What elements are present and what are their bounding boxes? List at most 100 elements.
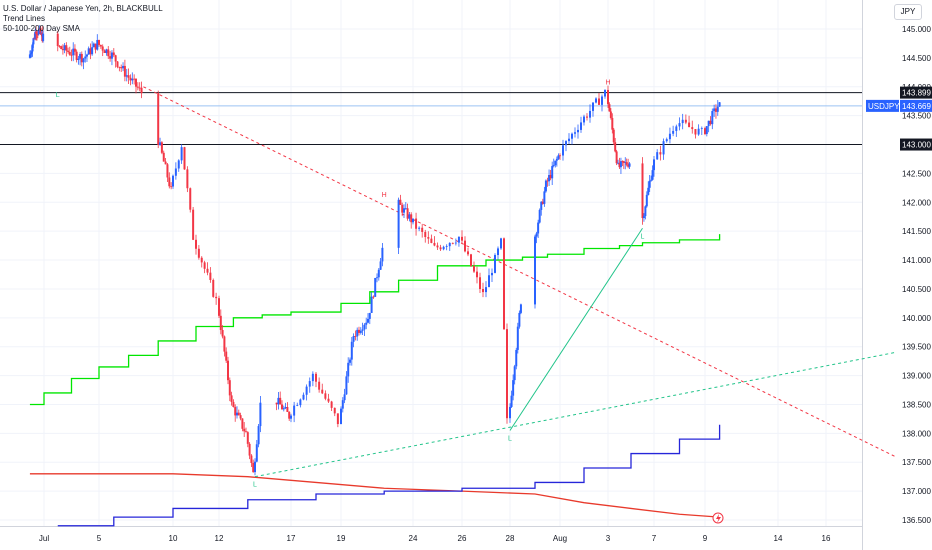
candle-body: [464, 240, 466, 252]
y-tick-label: 140.000: [902, 314, 931, 323]
candle-body: [308, 381, 311, 387]
candle-body: [281, 404, 283, 410]
candle-body: [114, 55, 117, 62]
x-tick-label: 19: [337, 534, 346, 543]
candle-body: [79, 53, 82, 59]
candle-body: [129, 77, 132, 81]
candle-body: [713, 108, 716, 112]
candle-body: [219, 315, 222, 331]
candle-body: [110, 52, 113, 59]
candle-body: [681, 119, 684, 124]
candle-body: [544, 180, 547, 192]
candle-body: [361, 329, 364, 331]
candle-body: [164, 161, 167, 165]
trendline-green[interactable]: [254, 351, 896, 478]
trendline-red[interactable]: [143, 86, 896, 457]
candle-body: [241, 418, 244, 429]
y-tick-label: 142.500: [902, 169, 931, 178]
pivot-label: L: [253, 482, 257, 489]
candle-body: [65, 45, 68, 51]
candle-body: [549, 175, 552, 179]
candle-body: [707, 120, 710, 127]
candle-body: [552, 165, 555, 167]
candle-body: [451, 242, 454, 244]
candle-body: [625, 162, 628, 165]
candle-body: [379, 261, 382, 270]
candle-body: [555, 158, 558, 161]
candle-body: [461, 236, 463, 241]
candle-body: [421, 227, 424, 232]
candle-body: [31, 44, 34, 52]
y-tick-label: 137.500: [902, 458, 931, 467]
y-tick-label: 144.500: [902, 54, 931, 63]
candle-body: [330, 401, 333, 408]
candle-body: [32, 38, 35, 45]
candle-body: [321, 389, 324, 394]
candle-body: [160, 142, 163, 153]
candle-body: [598, 98, 600, 105]
candle-body: [562, 145, 564, 156]
candle-body: [35, 31, 38, 34]
pivot-label: H: [605, 80, 610, 87]
candle-body: [101, 46, 104, 51]
candle-body: [454, 242, 457, 244]
trendline-green[interactable]: [509, 228, 643, 431]
candle-body: [554, 160, 557, 166]
candle-body: [89, 48, 92, 55]
candle-body: [166, 164, 169, 178]
x-tick-label: 12: [215, 534, 224, 543]
candle-body: [82, 58, 85, 63]
y-tick-label: 140.500: [902, 285, 931, 294]
candle-body: [618, 162, 621, 168]
candle-body: [157, 93, 160, 145]
candle-body: [571, 133, 573, 139]
candle-body: [324, 393, 327, 399]
candle-body: [557, 155, 560, 159]
candle-body: [67, 50, 70, 52]
candle-body: [540, 201, 543, 210]
candle-body: [473, 266, 475, 272]
candle-body: [236, 412, 238, 416]
candle-body: [127, 75, 130, 78]
candle-body: [234, 406, 237, 416]
candle-body: [296, 405, 299, 406]
candle-body: [619, 161, 622, 168]
indicator-trend-lines[interactable]: Trend Lines: [3, 14, 45, 23]
candle-body: [293, 405, 296, 416]
candle-body: [684, 119, 687, 123]
y-tick-label: 137.000: [902, 487, 931, 496]
candle-body: [376, 277, 378, 279]
symbol-tag: USDJPY: [868, 102, 900, 111]
indicator-sma[interactable]: 50-100-200 Day SMA: [3, 24, 80, 33]
candle-body: [209, 272, 212, 280]
candle-body: [77, 58, 80, 60]
candle-body: [577, 129, 579, 133]
candle-body: [28, 54, 31, 58]
candle-body: [399, 199, 402, 205]
candle-body: [641, 163, 644, 219]
candle-body: [162, 152, 165, 162]
candle-body: [98, 40, 100, 45]
candle-body: [424, 231, 427, 238]
currency-button[interactable]: JPY: [894, 4, 922, 20]
candle-body: [189, 188, 192, 210]
symbol-title[interactable]: U.S. Dollar / Japanese Yen, 2h, BLACKBUL…: [3, 4, 163, 13]
candle-body: [215, 296, 218, 299]
candle-body: [404, 208, 407, 210]
y-tick-label: 136.500: [902, 516, 931, 525]
y-tick-label: 143.500: [902, 112, 931, 121]
candle-body: [275, 402, 278, 405]
candle-body: [159, 142, 162, 145]
candle-body: [136, 86, 139, 88]
price-label-box: [900, 86, 932, 99]
y-tick-label: 138.000: [902, 429, 931, 438]
candle-body: [87, 48, 90, 55]
candle-body: [476, 271, 478, 278]
candle-body: [174, 168, 177, 176]
candle-body: [39, 28, 42, 34]
candle-body: [91, 47, 94, 55]
candle-body: [138, 87, 141, 89]
candle-body: [225, 351, 228, 361]
candle-body: [647, 187, 650, 195]
